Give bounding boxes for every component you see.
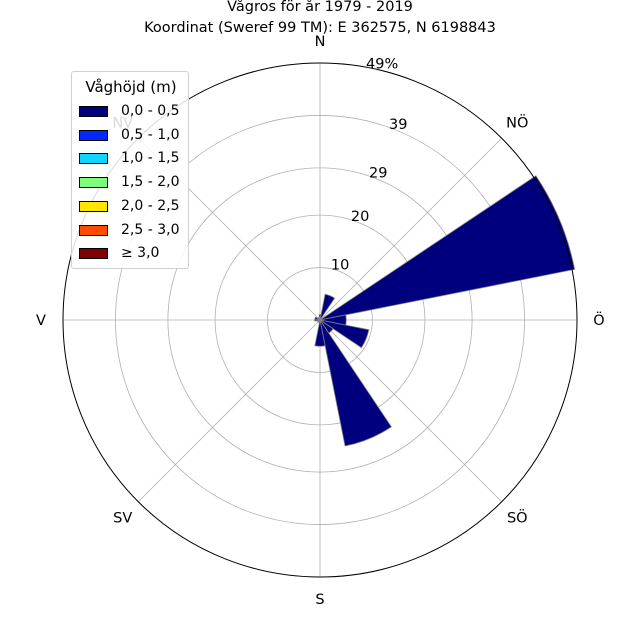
legend-swatch — [79, 152, 108, 164]
polar-frame — [62, 62, 578, 578]
legend-swatch — [79, 247, 108, 259]
legend-title: Våghöjd (m) — [85, 78, 177, 96]
legend-entry: 1,0 - 1,5 — [79, 148, 179, 168]
direction-label: Ö — [593, 311, 604, 329]
chart-title: Vågros för år 1979 - 2019 — [227, 0, 413, 15]
legend-swatch — [79, 224, 108, 236]
legend-label: ≥ 3,0 — [121, 245, 160, 261]
radial-tick-label: 20 — [351, 209, 369, 225]
legend-entry: ≥ 3,0 — [79, 243, 159, 263]
windrose-bar — [314, 319, 326, 347]
legend-swatch — [79, 105, 108, 117]
direction-label: V — [36, 313, 46, 329]
windrose-bar — [317, 316, 321, 321]
direction-label: S — [315, 592, 324, 608]
direction-label: SÖ — [507, 508, 528, 526]
legend-entry: 2,0 - 2,5 — [79, 196, 179, 216]
legend-label: 1,0 - 1,5 — [121, 150, 180, 166]
windrose-bars — [314, 175, 576, 447]
radial-tick-label: 29 — [369, 165, 387, 181]
legend-entry: 1,5 - 2,0 — [79, 172, 179, 192]
legend-swatch — [79, 176, 108, 188]
legend-label: 2,0 - 2,5 — [121, 198, 180, 214]
windrose-bar — [319, 293, 336, 321]
legend-entry: 2,5 - 3,0 — [79, 220, 179, 240]
grid-spoke — [319, 137, 503, 321]
legend: Våghöjd (m) 0,0 - 0,5 0,5 - 1,0 1,0 - 1,… — [71, 71, 189, 269]
legend-entry: 0,5 - 1,0 — [79, 125, 179, 145]
radial-tick-label: 49% — [366, 57, 398, 73]
windrose-bar — [319, 175, 576, 321]
windrose-bar — [319, 319, 392, 447]
direction-label: NÖ — [506, 114, 528, 132]
direction-label: N — [315, 34, 326, 50]
radial-tick-label: 10 — [331, 258, 349, 274]
grid-spoke — [137, 319, 321, 503]
legend-label: 0,5 - 1,0 — [121, 127, 180, 143]
legend-swatch — [79, 200, 108, 212]
radial-tick-label: 39 — [389, 117, 407, 133]
legend-entry: 0,0 - 0,5 — [79, 101, 179, 121]
legend-label: 1,5 - 2,0 — [121, 174, 180, 190]
direction-label: SV — [113, 510, 132, 526]
chart-subtitle: Koordinat (Sweref 99 TM): E 362575, N 61… — [144, 20, 496, 36]
legend-label: 0,0 - 0,5 — [121, 103, 180, 119]
grid-spoke — [319, 319, 503, 503]
legend-label: 2,5 - 3,0 — [121, 222, 180, 238]
legend-swatch — [79, 129, 108, 141]
windrose-bar — [319, 319, 370, 349]
